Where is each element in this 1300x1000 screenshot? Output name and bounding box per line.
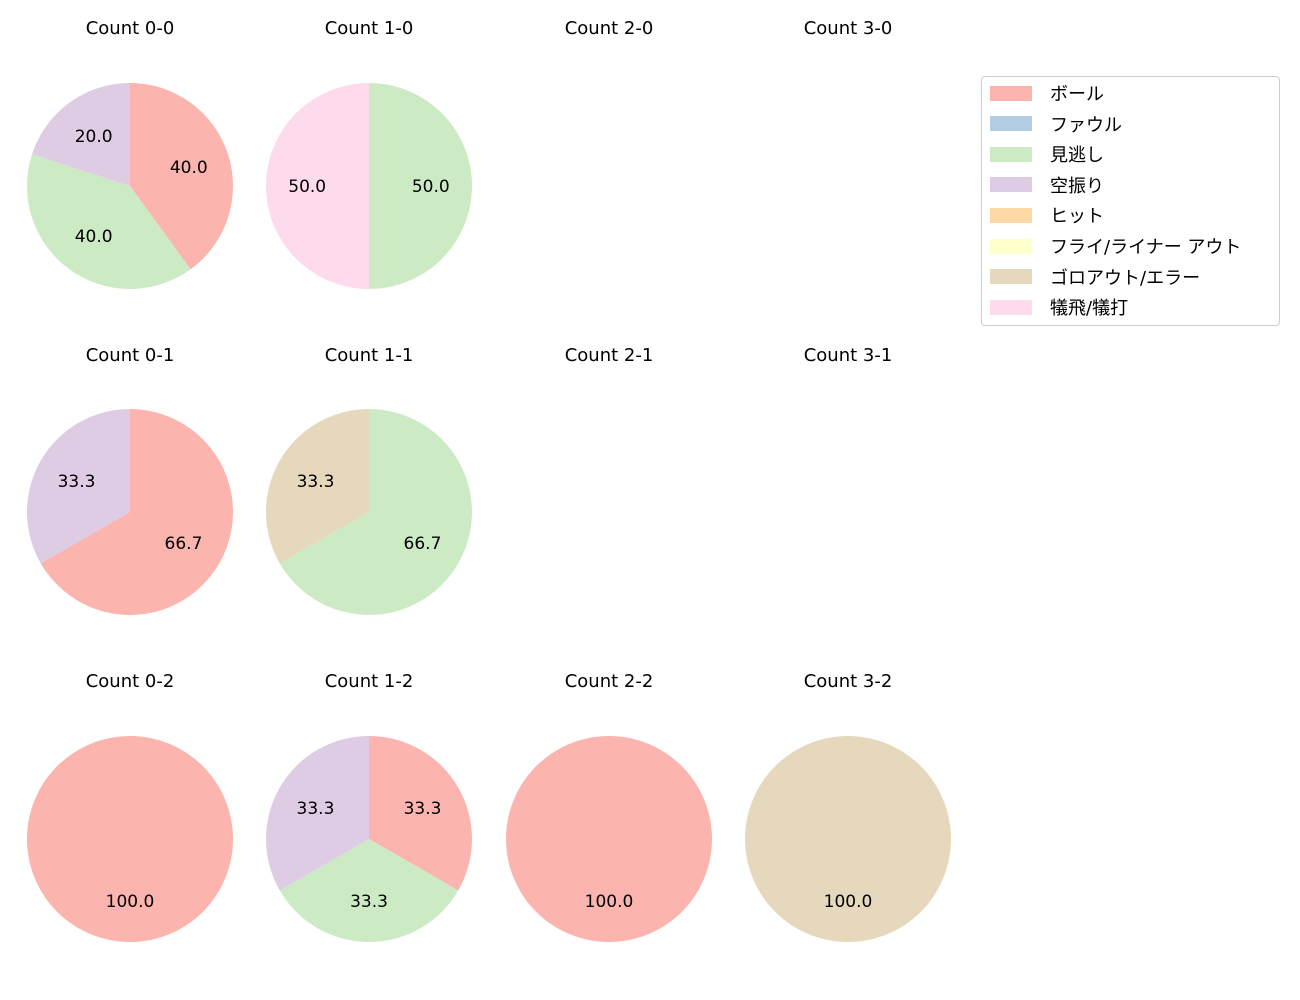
legend-item: 見逃し xyxy=(990,144,1104,167)
legend-swatch xyxy=(990,177,1032,193)
slice-label: 33.3 xyxy=(404,799,442,819)
slice-label: 33.3 xyxy=(58,472,96,492)
pie-slice xyxy=(32,83,130,186)
legend-label: ヒット xyxy=(1050,206,1104,228)
slice-label: 100.0 xyxy=(106,892,155,912)
pie-slice xyxy=(369,83,472,289)
subplot-title: Count 0-0 xyxy=(85,18,175,39)
legend-label: 犠飛/犠打 xyxy=(1050,298,1129,320)
pie-count-3-2: 100.0 xyxy=(745,736,951,942)
legend-swatch xyxy=(990,207,1032,223)
pie-count-2-2: 100.0 xyxy=(506,736,712,942)
legend-item: ファウル xyxy=(990,114,1122,136)
slice-label: 33.3 xyxy=(297,799,335,819)
legend-item: フライ/ライナー アウト xyxy=(990,236,1242,258)
legend-item: ボール xyxy=(990,83,1104,105)
pie-slice xyxy=(369,736,472,891)
slice-label: 66.7 xyxy=(404,534,442,554)
pie-slice xyxy=(40,409,234,615)
pie-count-1-2: 33.3 33.3 33.3 xyxy=(266,736,472,942)
subplot-title: Count 0-2 xyxy=(85,671,175,692)
pie-count-1-1: 66.7 33.3 xyxy=(266,409,472,615)
legend-label: 空振り xyxy=(1050,175,1104,197)
slice-label: 50.0 xyxy=(412,177,450,197)
subplot-title: Count 3-1 xyxy=(803,345,893,366)
legend-item: ゴロアウト/エラー xyxy=(990,267,1201,289)
legend-item: 空振り xyxy=(990,175,1104,197)
slice-label: 66.7 xyxy=(165,534,203,554)
pie-count-1-0: 50.0 50.0 xyxy=(266,83,472,289)
slice-label: 50.0 xyxy=(288,177,326,197)
slice-label: 33.3 xyxy=(297,472,335,492)
subplot-title: Count 2-2 xyxy=(564,671,654,692)
legend-label: フライ/ライナー アウト xyxy=(1050,237,1242,258)
legend-item: ヒット xyxy=(990,205,1104,228)
subplot-title: Count 3-0 xyxy=(803,18,893,39)
pie-slice xyxy=(745,736,951,942)
slice-label: 20.0 xyxy=(75,127,113,147)
pie-slice xyxy=(130,83,233,270)
slice-label: 100.0 xyxy=(824,892,873,912)
legend-swatch xyxy=(990,269,1032,285)
legend-label: ボール xyxy=(1050,84,1104,105)
legend-swatch xyxy=(990,146,1032,162)
subplot-title: Count 2-0 xyxy=(564,18,654,39)
legend-label: ゴロアウト/エラー xyxy=(1050,267,1201,289)
legend-swatch xyxy=(990,116,1032,132)
pie-slice xyxy=(26,409,130,564)
legend: ボールファウル見逃し空振りヒットフライ/ライナー アウト ゴロアウト/エラー 犠飛/… xyxy=(981,76,1280,326)
legend-swatch xyxy=(990,85,1032,101)
slice-label: 100.0 xyxy=(585,892,634,912)
subplot-title: Count 1-2 xyxy=(324,671,414,692)
subplot-title: Count 2-1 xyxy=(564,345,654,366)
slice-label: 40.0 xyxy=(75,227,113,247)
slice-label: 40.0 xyxy=(170,158,208,178)
pie-count-0-2: 100.0 xyxy=(27,736,233,942)
legend-swatch xyxy=(990,238,1032,254)
pie-slice xyxy=(506,736,712,942)
subplot-title: Count 1-0 xyxy=(324,18,414,39)
legend-label: ファウル xyxy=(1050,114,1122,136)
subplot-title: Count 3-2 xyxy=(803,671,893,692)
pie-slice xyxy=(266,736,369,891)
subplot-title: Count 1-1 xyxy=(324,345,414,366)
pie-slice xyxy=(266,83,369,289)
pie-slice xyxy=(266,409,369,564)
legend-swatch xyxy=(990,299,1032,315)
legend-label: 見逃し xyxy=(1050,145,1104,167)
subplot-title: Count 0-1 xyxy=(85,345,175,366)
pie-slice xyxy=(27,736,233,942)
legend-item: 犠飛/犠打 xyxy=(990,297,1129,320)
pie-slice xyxy=(27,154,191,289)
slice-label: 33.3 xyxy=(350,892,388,912)
pie-count-0-1: 66.7 33.3 xyxy=(26,409,234,615)
pie-count-0-0: 40.0 40.0 20.0 xyxy=(27,83,233,289)
pie-slice xyxy=(279,409,472,615)
